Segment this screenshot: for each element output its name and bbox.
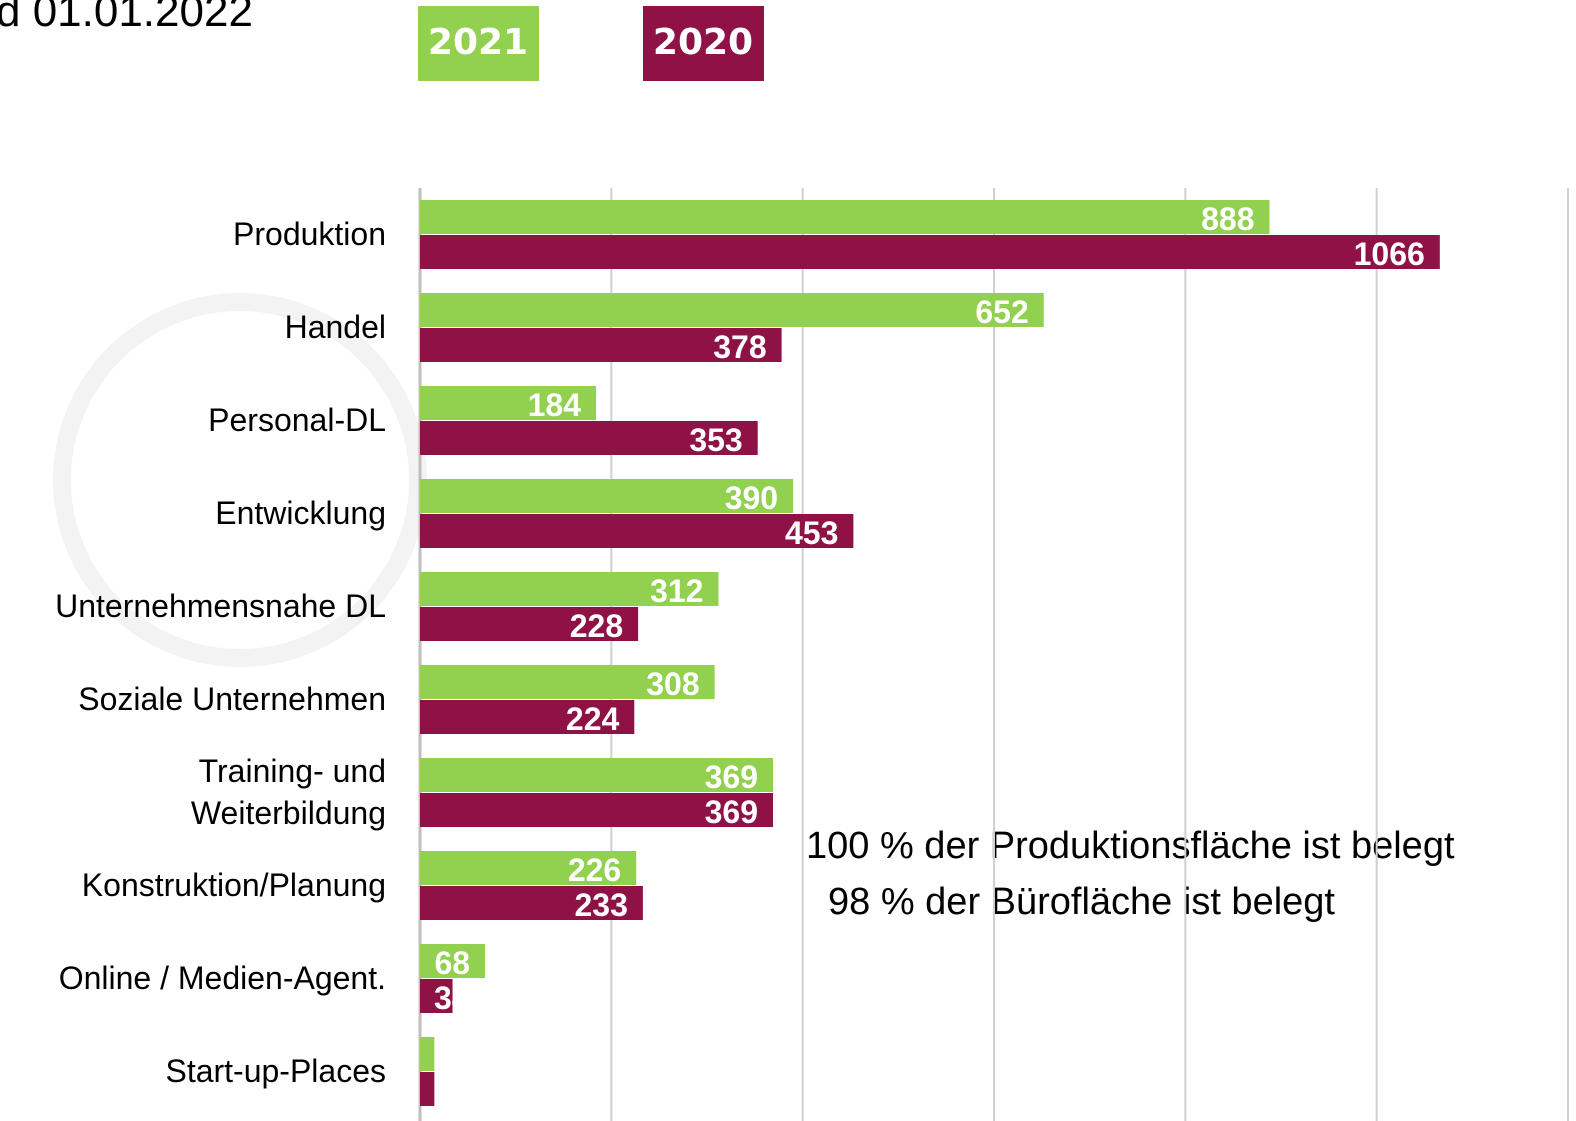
annotation: 98 % der Bürofläche ist belegt (828, 881, 1335, 923)
bar (420, 793, 774, 827)
y-tick-label: Start-up-Places (165, 1053, 386, 1089)
bar (420, 386, 597, 420)
y-tick-label: Personal-DL (208, 402, 386, 438)
bar (420, 293, 1044, 327)
y-tick-label: Unternehmensnahe DL (55, 588, 386, 624)
bar (420, 235, 1440, 269)
bar (420, 665, 715, 699)
bar (420, 700, 635, 734)
bar (420, 886, 643, 920)
data-label: 68 (434, 945, 470, 981)
bar (420, 979, 453, 1013)
y-tick-label: Training- und Weiterbildung (191, 753, 386, 831)
bar (420, 200, 1270, 234)
bar (420, 572, 719, 606)
watermark (53, 293, 427, 667)
legend-label: 2021 (428, 22, 528, 63)
y-tick-label: Konstruktion/Planung (82, 867, 386, 903)
bar (420, 1072, 435, 1106)
data-label: 15 (434, 1038, 470, 1074)
legend-label: 2020 (653, 22, 753, 63)
data-label: 226 (568, 852, 621, 888)
data-label: 233 (575, 887, 628, 923)
data-label: 1066 (1354, 236, 1425, 272)
bar (420, 1037, 435, 1071)
bar (420, 607, 639, 641)
data-label: 184 (528, 387, 582, 423)
bar (420, 328, 782, 362)
data-label: 390 (725, 480, 778, 516)
data-label: 353 (689, 422, 742, 458)
data-label: 378 (713, 329, 766, 365)
data-label: 228 (570, 608, 623, 644)
annotation: 100 % der Produktionsfläche ist belegt (806, 825, 1455, 867)
bar (420, 514, 854, 548)
bar (420, 479, 794, 513)
bar (420, 944, 486, 978)
bar (420, 421, 758, 455)
data-label: 888 (1201, 201, 1254, 237)
data-label: 15 (434, 1073, 470, 1109)
data-label: 34 (434, 980, 470, 1016)
y-tick-label: Produktion (233, 216, 386, 252)
data-label: 652 (975, 294, 1028, 330)
data-label: 224 (566, 701, 620, 737)
legend-swatch (418, 6, 539, 81)
y-tick-label: Soziale Unternehmen (78, 681, 386, 717)
y-tick-label: Handel (285, 309, 386, 345)
chart-title: d 01.01.2022 (0, 0, 253, 36)
data-label: 308 (646, 666, 699, 702)
bar (420, 758, 774, 792)
data-label: 369 (705, 759, 758, 795)
data-label: 312 (650, 573, 703, 609)
data-label: 453 (785, 515, 838, 551)
y-tick-label: Online / Medien-Agent. (59, 960, 386, 996)
data-label: 369 (705, 794, 758, 830)
y-tick-label: Entwicklung (215, 495, 386, 531)
bar (420, 851, 637, 885)
legend-swatch (643, 6, 764, 81)
